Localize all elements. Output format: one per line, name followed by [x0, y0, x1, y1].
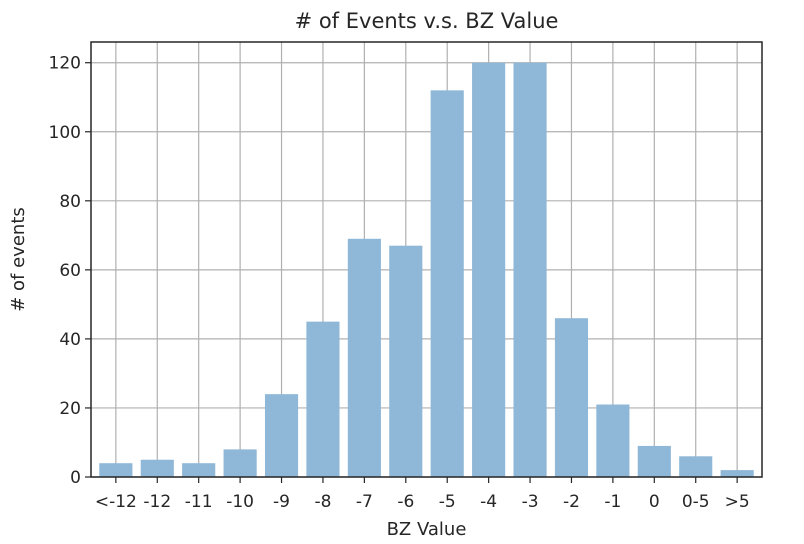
x-tick-label: >5 — [725, 492, 750, 512]
y-tick-label: 40 — [59, 330, 81, 350]
x-tick-label: -3 — [522, 492, 539, 512]
y-tick-label: 80 — [59, 192, 81, 212]
y-axis-ticks: 0 20 40 60 80 100 120 — [49, 54, 91, 488]
y-tick-label: 0 — [70, 468, 81, 488]
y-tick-label: 100 — [49, 123, 81, 143]
x-tick-label: -4 — [480, 492, 497, 512]
bar — [223, 449, 257, 477]
chart-title: # of Events v.s. BZ Value — [295, 9, 559, 33]
bar — [430, 90, 464, 477]
bar — [596, 404, 630, 477]
grid-layer — [91, 42, 762, 478]
bar — [264, 394, 299, 477]
x-tick-label: -11 — [185, 492, 213, 512]
x-tick-label: -9 — [273, 492, 290, 512]
x-tick-label: -8 — [314, 492, 331, 512]
x-tick-label: -2 — [563, 492, 580, 512]
bar — [513, 62, 547, 477]
x-axis-ticks: <-12 -12 -11 -10 -9 -8 -7 -6 -5 -4 -3 -2 -1 0 0-5 >5 — [95, 477, 750, 512]
x-tick-label: -10 — [226, 492, 254, 512]
bar — [554, 318, 589, 477]
y-tick-label: 20 — [59, 399, 81, 419]
bar — [306, 321, 340, 477]
x-tick-label: -12 — [143, 492, 171, 512]
bar — [637, 445, 671, 477]
bar — [347, 238, 381, 477]
x-tick-label: -7 — [356, 492, 373, 512]
x-tick-label: 0-5 — [682, 492, 710, 512]
x-tick-label: 0 — [649, 492, 660, 512]
y-tick-label: 120 — [49, 54, 81, 74]
bar — [140, 459, 174, 477]
bar — [472, 62, 506, 477]
bar — [389, 245, 423, 477]
x-tick-label: -5 — [439, 492, 456, 512]
y-axis-title: # of events — [8, 207, 29, 312]
bar — [182, 463, 216, 477]
y-tick-label: 60 — [59, 261, 81, 281]
bars-layer — [99, 62, 754, 477]
bar — [99, 463, 133, 477]
plot-frame — [90, 41, 763, 478]
bar — [720, 470, 754, 477]
x-tick-label: -1 — [604, 492, 621, 512]
bar — [679, 456, 713, 477]
x-tick-label: -6 — [397, 492, 414, 512]
x-axis-title: BZ Value — [387, 519, 467, 540]
x-tick-label: <-12 — [95, 492, 137, 512]
